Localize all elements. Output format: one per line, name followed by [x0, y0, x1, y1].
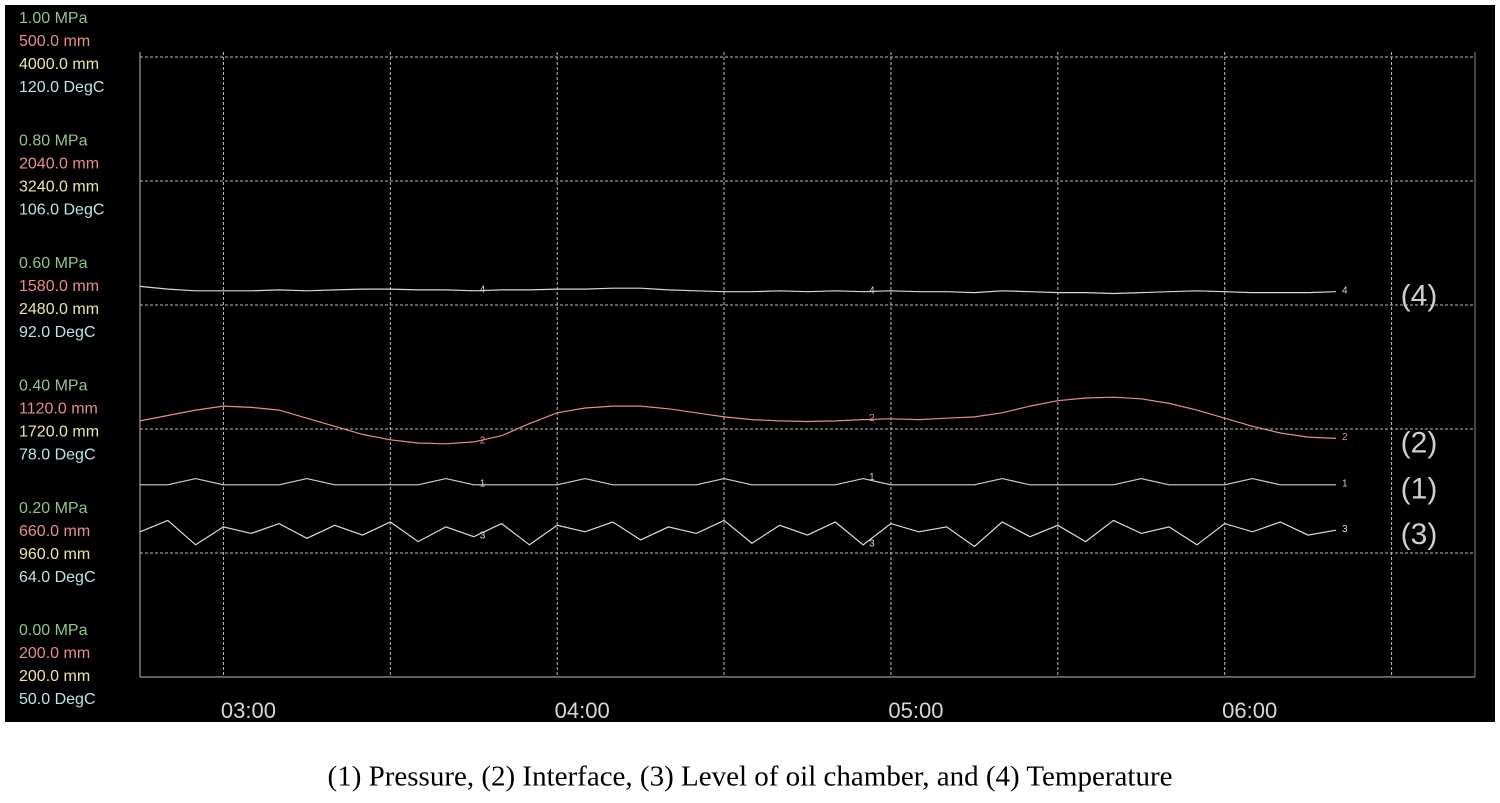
y-tick-label: 200.0 mm [19, 668, 90, 685]
legend-label: (4) [1401, 280, 1438, 313]
legend-label: (3) [1401, 518, 1438, 551]
y-tick-label: 0.40 MPa [19, 377, 88, 394]
legend-label: (1) [1401, 473, 1438, 506]
x-tick-label: 06:00 [1222, 698, 1277, 723]
series-tag: 3 [480, 530, 486, 541]
y-tick-label: 92.0 DegC [19, 324, 96, 341]
y-tick-label: 200.0 mm [19, 645, 90, 662]
y-tick-label: 1120.0 mm [19, 400, 98, 417]
y-tick-label: 1720.0 mm [19, 423, 99, 440]
y-tick-label: 3240.0 mm [19, 179, 99, 196]
y-tick-label: 78.0 DegC [19, 446, 96, 463]
y-tick-label: 50.0 DegC [19, 691, 96, 708]
y-tick-label: 960.0 mm [19, 546, 90, 563]
legend-label: (2) [1401, 426, 1438, 459]
y-tick-label: 0.20 MPa [19, 500, 88, 517]
series-line [139, 285, 1336, 295]
series-tag: 4 [869, 285, 875, 296]
y-tick-label: 0.00 MPa [19, 622, 88, 639]
y-tick-label: 4000.0 mm [19, 56, 99, 73]
x-tick-label: 03:00 [221, 698, 276, 723]
series-tag: 3 [1342, 524, 1348, 535]
series-tag: 1 [1342, 478, 1348, 489]
series-tag: 2 [869, 413, 875, 424]
y-tick-label: 660.0 mm [19, 523, 90, 540]
y-tick-label: 106.0 DegC [19, 202, 104, 219]
x-tick-label: 04:00 [555, 698, 610, 723]
y-tick-label: 120.0 DegC [19, 79, 104, 96]
x-tick-label: 05:00 [888, 698, 943, 723]
series-tag: 2 [480, 436, 486, 447]
y-tick-label: 1580.0 mm [19, 278, 99, 295]
series-line [139, 396, 1336, 445]
screen [5, 5, 1495, 722]
y-tick-label: 0.80 MPa [19, 133, 88, 150]
series-line [140, 477, 1336, 486]
y-tick-label: 2480.0 mm [19, 301, 99, 318]
series-tag: 2 [1342, 432, 1348, 443]
y-tick-label: 64.0 DegC [19, 569, 96, 586]
series-tag: 1 [480, 478, 486, 489]
series-tag: 4 [480, 284, 486, 295]
series-tag: 4 [1342, 285, 1348, 296]
y-tick-label: 1.00 MPa [19, 10, 88, 27]
series-line [139, 519, 1337, 548]
y-tick-label: 2040.0 mm [19, 156, 99, 173]
series-tag: 3 [869, 538, 875, 549]
y-tick-label: 0.60 MPa [19, 255, 88, 272]
y-tick-label: 500.0 mm [19, 33, 90, 50]
caption: (1) Pressure, (2) Interface, (3) Level o… [328, 761, 1173, 793]
series-tag: 1 [869, 472, 875, 483]
